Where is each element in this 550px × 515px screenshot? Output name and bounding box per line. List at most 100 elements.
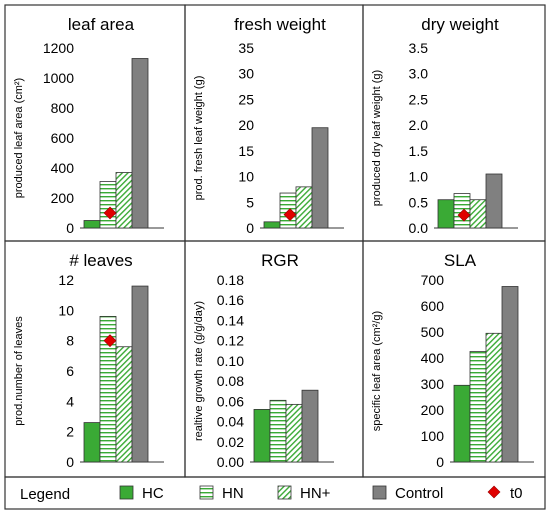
y-tick-label: 100 xyxy=(421,428,445,444)
panel-border xyxy=(184,4,364,242)
y-tick-label: 3.0 xyxy=(409,66,429,82)
panel-border xyxy=(4,4,186,242)
bar-hc xyxy=(83,422,101,463)
panel-rgr: RGR 0.00 0.02 0.04 0.06 0.08 0.10 0.12 0.14 0.16 0… xyxy=(184,240,364,478)
t0-marker xyxy=(457,208,471,222)
y-tick-label: 1200 xyxy=(43,40,74,56)
y-tick-label: 4 xyxy=(66,393,74,409)
legend-swatch xyxy=(372,485,387,500)
y-axis-label: prod.number of leaves xyxy=(13,316,25,426)
y-tick-label: 0 xyxy=(436,454,444,470)
y-tick-label: 200 xyxy=(421,402,445,418)
y-tick-label: 600 xyxy=(421,298,445,314)
bar-hnplus xyxy=(285,403,303,463)
bar-hnplus xyxy=(485,332,503,463)
bar-control xyxy=(301,389,319,463)
y-tick-label: 0.04 xyxy=(217,414,244,430)
y-tick-label: 0.16 xyxy=(217,292,244,308)
panel-dry-weight: dry weight 0.0 0.5 1.0 1.5 2.0 2.5 3.0 3.5 produc… xyxy=(362,4,546,242)
bar-hnplus xyxy=(469,199,487,229)
y-tick-label: 0.00 xyxy=(217,454,244,470)
y-tick-label: 1.0 xyxy=(409,169,429,185)
y-tick-label: 800 xyxy=(51,100,75,116)
panel-title: dry weight xyxy=(421,15,499,34)
y-axis-label: realtive growth rate (g/g/day) xyxy=(193,301,205,441)
y-axis-label: prod. fresh leaf weight (g) xyxy=(193,76,205,201)
panel-title: SLA xyxy=(444,251,477,270)
legend-item-hn: HN xyxy=(199,485,244,502)
y-tick-label: 3.5 xyxy=(409,40,429,56)
y-tick-label: 500 xyxy=(421,324,445,340)
y-tick-label: 0.08 xyxy=(217,373,244,389)
y-tick-label: 0.10 xyxy=(217,353,244,369)
legend-label: t0 xyxy=(510,485,523,502)
legend: Legend HC HN HN+ Control t0 xyxy=(4,476,546,510)
bar-hnplus xyxy=(115,172,133,229)
bar-control xyxy=(131,58,149,229)
y-tick-label: 0.18 xyxy=(217,272,244,288)
y-tick-label: 0 xyxy=(66,220,74,236)
panel-title: fresh weight xyxy=(234,15,326,34)
y-tick-label: 0.06 xyxy=(217,393,244,409)
y-tick-label: 10 xyxy=(58,302,74,318)
legend-item-control: Control xyxy=(372,485,443,502)
t0-marker xyxy=(283,208,297,222)
bar-hn xyxy=(99,181,117,229)
y-tick-label: 15 xyxy=(238,143,254,159)
y-tick-label: 200 xyxy=(51,190,75,206)
y-tick-label: 0 xyxy=(66,454,74,470)
bar-hn xyxy=(269,399,287,463)
y-tick-label: 0.14 xyxy=(217,312,244,328)
t0-marker xyxy=(103,334,117,348)
y-tick-label: 600 xyxy=(51,130,75,146)
y-tick-label: 0.0 xyxy=(409,220,429,236)
y-tick-label: 25 xyxy=(238,91,254,107)
y-tick-label: 2.0 xyxy=(409,117,429,133)
y-tick-label: 6 xyxy=(66,363,74,379)
y-tick-label: 300 xyxy=(421,376,445,392)
legend-label: HN xyxy=(222,485,244,502)
panel-leaves: # leaves 0 2 4 6 8 10 12 prod.number of leaves xyxy=(4,240,186,478)
y-axis-label: produced dry leaf weight (g) xyxy=(371,70,383,206)
panel-fresh-weight: fresh weight 0 5 10 15 20 25 30 35 prod. fresh le… xyxy=(184,4,364,242)
y-tick-label: 400 xyxy=(421,350,445,366)
panel-title: leaf area xyxy=(68,15,135,34)
legend-swatch xyxy=(277,485,292,500)
bar-control xyxy=(311,127,329,229)
bar-hnplus xyxy=(115,346,133,463)
bar-control xyxy=(131,285,149,463)
legend-label: HN+ xyxy=(300,485,331,502)
y-tick-label: 12 xyxy=(58,272,74,288)
legend-swatch xyxy=(199,485,214,500)
bar-hc xyxy=(253,409,271,463)
panel-sla: SLA 0 100 200 300 400 500 600 700 specific leaf a… xyxy=(362,240,546,478)
legend-label: Control xyxy=(395,485,443,502)
bar-hc xyxy=(453,384,471,463)
legend-item-hc: HC xyxy=(119,485,164,502)
t0-marker xyxy=(103,206,117,220)
y-tick-label: 700 xyxy=(421,272,445,288)
panel-title: # leaves xyxy=(69,251,132,270)
bar-control xyxy=(501,286,519,463)
legend-border xyxy=(4,476,546,510)
y-tick-label: 20 xyxy=(238,117,254,133)
bar-control xyxy=(485,173,503,229)
bar-hc xyxy=(263,221,281,229)
y-tick-label: 2 xyxy=(66,424,74,440)
y-axis-label: specific leaf area (cm²/g) xyxy=(371,311,383,431)
panel-leaf-area: leaf area 0 200 400 600 800 1000 1200 produced l… xyxy=(4,4,186,242)
legend-title: Legend xyxy=(20,486,70,503)
y-tick-label: 8 xyxy=(66,333,74,349)
bar-hc xyxy=(83,220,101,229)
y-tick-label: 0.5 xyxy=(409,194,429,210)
panel-title: RGR xyxy=(261,251,299,270)
y-tick-label: 2.5 xyxy=(409,91,429,107)
y-tick-label: 1.5 xyxy=(409,143,429,159)
y-tick-label: 0 xyxy=(246,220,254,236)
y-tick-label: 400 xyxy=(51,160,75,176)
legend-label: HC xyxy=(142,485,164,502)
y-axis-label: produced leaf area (cm²) xyxy=(13,78,25,198)
y-tick-label: 0.12 xyxy=(217,333,244,349)
bar-hnplus xyxy=(295,186,313,229)
